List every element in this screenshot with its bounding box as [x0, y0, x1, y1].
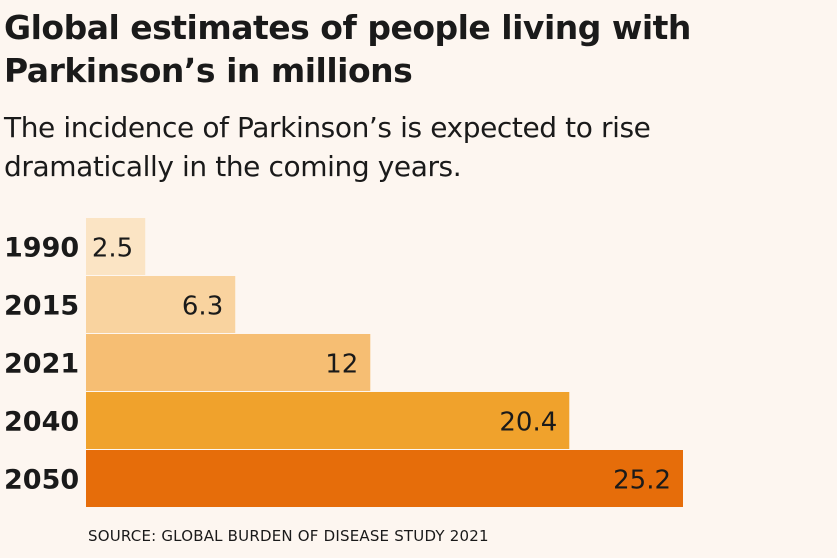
category-label-2050: 2050	[4, 465, 79, 496]
category-label-2015: 2015	[4, 291, 79, 322]
value-label-1990: 2.5	[92, 234, 133, 264]
bar-chart: 1990 2.5 2015 6.3 2021 12 2040 20.4 2050 25.2	[4, 218, 683, 507]
category-label-1990: 1990	[4, 233, 79, 264]
chart-subtitle: The incidence of Parkinson’s is expected…	[4, 111, 651, 183]
bars-group: 1990 2.5 2015 6.3 2021 12 2040 20.4 2050 25.2	[4, 218, 683, 507]
bar-2050	[86, 450, 683, 507]
chart-title: Global estimates of people living with P…	[4, 8, 691, 90]
category-label-2040: 2040	[4, 407, 79, 438]
bar-2021	[86, 334, 371, 391]
value-label-2021: 12	[325, 350, 358, 380]
value-label-2050: 25.2	[613, 466, 671, 496]
value-label-2015: 6.3	[182, 292, 223, 322]
source-note: SOURCE: GLOBAL BURDEN OF DISEASE STUDY 2…	[88, 527, 489, 545]
bar-1990	[86, 218, 146, 275]
category-label-2021: 2021	[4, 349, 79, 380]
value-label-2040: 20.4	[499, 408, 557, 438]
bar-2040	[86, 392, 570, 449]
bar-2015	[86, 276, 236, 333]
